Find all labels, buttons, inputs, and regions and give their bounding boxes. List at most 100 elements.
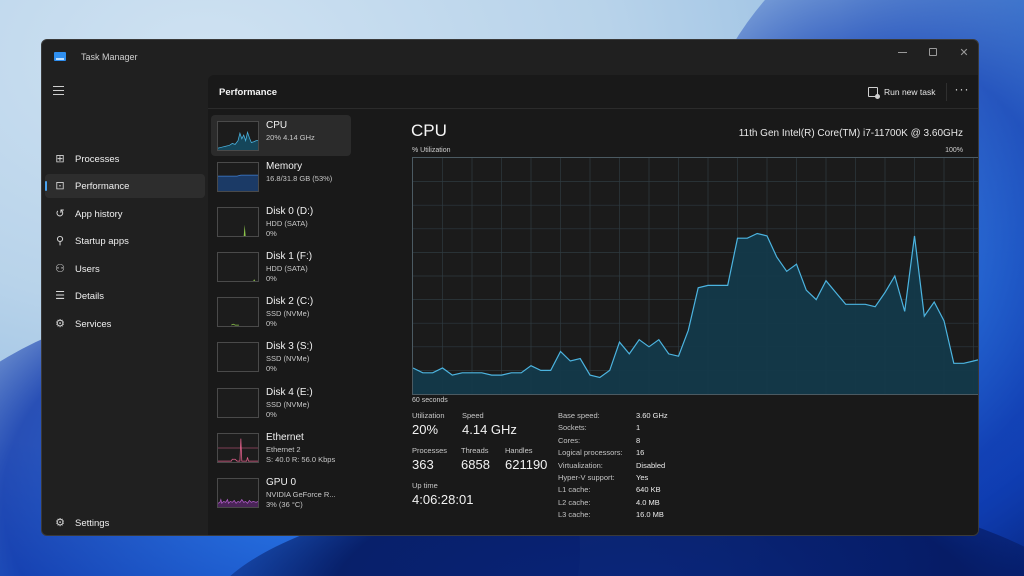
- cpu-thumbnail-graph: [217, 121, 259, 151]
- sidebar-item-label: Performance: [75, 180, 130, 192]
- maximize-button[interactable]: [918, 43, 948, 61]
- sidebar-item-details[interactable]: ☰ Details: [45, 284, 205, 308]
- minimize-button[interactable]: [887, 43, 917, 61]
- device-name: Disk 4 (E:): [266, 387, 313, 398]
- sidebar-item-users[interactable]: ⚇ Users: [45, 257, 205, 281]
- chart-x-left-label: 60 seconds: [412, 397, 448, 404]
- settings-gear-icon: ⚙: [55, 517, 65, 529]
- spec-key: Logical processors:: [558, 448, 623, 458]
- spec-key: L2 cache:: [558, 497, 591, 507]
- spec-row: L3 cache: 16.0 MB: [558, 510, 698, 522]
- detail-title: CPU: [411, 121, 447, 140]
- startup-icon: ⚲: [55, 235, 65, 247]
- sidebar-item-label: Services: [75, 318, 112, 330]
- spec-value: Yes: [636, 473, 649, 482]
- stat-threads: Threads 6858: [461, 446, 490, 472]
- device-subtitle: HDD (SATA): [266, 264, 308, 273]
- window-title: Task Manager: [81, 52, 138, 62]
- device-ethernet[interactable]: Ethernet Ethernet 2 S: 40.0 R: 56.0 Kbps: [211, 427, 351, 468]
- memory-thumbnail-graph: [217, 162, 259, 192]
- spec-row: L1 cache: 640 KB: [558, 485, 698, 497]
- spec-row: Cores: 8: [558, 436, 698, 448]
- stat-label: Up time: [412, 481, 438, 490]
- device-usage: 0%: [266, 319, 277, 328]
- stat-label: Threads: [461, 446, 489, 455]
- sidebar-item-label: Processes: [75, 153, 120, 165]
- device-disk-3[interactable]: Disk 3 (S:) SSD (NVMe) 0%: [211, 336, 351, 377]
- sidebar-item-services[interactable]: ⚙ Services: [45, 312, 205, 336]
- device-name: Disk 1 (F:): [266, 251, 313, 262]
- spec-value: 3.60 GHz: [636, 411, 668, 420]
- sidebar-item-startup-apps[interactable]: ⚲ Startup apps: [45, 229, 205, 253]
- device-subtitle: 16.8/31.8 GB (53%): [266, 174, 333, 183]
- stat-label: Utilization: [412, 411, 445, 420]
- close-button[interactable]: ✕: [949, 43, 978, 61]
- run-new-task-label: Run new task: [884, 87, 936, 97]
- device-subtitle: SSD (NVMe): [266, 309, 310, 318]
- details-list-icon: ☰: [55, 290, 65, 302]
- spec-value: 640 KB: [636, 485, 661, 495]
- users-icon: ⚇: [55, 263, 65, 275]
- sidebar-item-label: Details: [75, 290, 105, 302]
- maximize-icon: [929, 48, 937, 56]
- spec-key: Hyper-V support:: [558, 473, 615, 482]
- device-usage: 3% (36 °C): [266, 500, 303, 509]
- stat-speed: Speed 4.14 GHz: [462, 411, 517, 437]
- device-memory[interactable]: Memory 16.8/31.8 GB (53%): [211, 156, 351, 197]
- device-disk-4[interactable]: Disk 4 (E:) SSD (NVMe) 0%: [211, 382, 351, 423]
- spec-key: Virtualization:: [558, 460, 603, 470]
- device-disk-2[interactable]: Disk 2 (C:) SSD (NVMe) 0%: [211, 291, 351, 332]
- spec-row: Base speed: 3.60 GHz: [558, 411, 698, 423]
- cpu-detail-panel: CPU 11th Gen Intel(R) Core(TM) i7-11700K…: [370, 115, 978, 535]
- more-options-button[interactable]: ···: [954, 82, 970, 96]
- page-title: Performance: [219, 87, 278, 98]
- device-cpu[interactable]: CPU 20% 4.14 GHz: [211, 115, 351, 156]
- device-usage: 0%: [266, 274, 277, 283]
- spec-key: L3 cache:: [558, 510, 591, 520]
- device-usage: 0%: [266, 229, 277, 238]
- settings-label: Settings: [75, 517, 110, 529]
- device-subtitle: Ethernet 2: [266, 445, 301, 454]
- device-name: GPU 0: [266, 477, 297, 488]
- hamburger-menu-icon[interactable]: [53, 86, 64, 95]
- device-name: Disk 2 (C:): [266, 296, 314, 307]
- run-task-icon: [868, 87, 880, 99]
- services-icon: ⚙: [55, 318, 65, 330]
- sidebar-item-label: App history: [75, 208, 123, 220]
- spec-row: Logical processors: 16: [558, 448, 698, 460]
- device-disk-1[interactable]: Disk 1 (F:) HDD (SATA) 0%: [211, 246, 351, 287]
- stat-value: 20%: [412, 422, 439, 437]
- spec-row: Virtualization: Disabled: [558, 461, 698, 473]
- device-subtitle: SSD (NVMe): [266, 354, 310, 363]
- stat-value: 4.14 GHz: [462, 422, 517, 437]
- settings-button[interactable]: ⚙ Settings: [45, 511, 205, 535]
- sidebar-item-processes[interactable]: ⊞ Processes: [45, 147, 205, 171]
- device-gpu-0[interactable]: GPU 0 NVIDIA GeForce R... 3% (36 °C): [211, 472, 351, 513]
- performance-icon: ⊡: [55, 180, 65, 192]
- stat-label: Speed: [462, 411, 484, 420]
- disk-0-thumbnail-graph: [217, 207, 259, 237]
- sidebar-item-performance[interactable]: ⊡ Performance: [45, 174, 205, 198]
- stat-handles: Handles 621190: [505, 446, 547, 472]
- minimize-icon: [897, 51, 907, 53]
- device-subtitle: HDD (SATA): [266, 219, 308, 228]
- task-manager-window: Task Manager ✕ ⊞ Processes ⊡ Performance…: [41, 39, 979, 536]
- run-new-task-button[interactable]: Run new task: [868, 84, 936, 100]
- sidebar-item-app-history[interactable]: ↺ App history: [45, 202, 205, 226]
- title-bar[interactable]: Task Manager ✕: [42, 40, 978, 74]
- spec-value: 1: [636, 423, 641, 433]
- stat-value: 4:06:28:01: [412, 492, 474, 507]
- spec-row: Hyper-V support: Yes: [558, 473, 698, 485]
- disk-3-thumbnail-graph: [217, 342, 259, 372]
- spec-value: 4.0 MB: [636, 497, 660, 507]
- device-disk-0[interactable]: Disk 0 (D:) HDD (SATA) 0%: [211, 201, 351, 242]
- device-name: Ethernet: [266, 432, 304, 443]
- spec-key: Cores:: [558, 435, 581, 445]
- spec-key: Sockets:: [558, 423, 587, 433]
- spec-key: Base speed:: [558, 411, 600, 420]
- header-divider: [946, 83, 947, 101]
- spec-key: L1 cache:: [558, 485, 591, 495]
- spec-row: Sockets: 1: [558, 423, 698, 435]
- cpu-utilization-chart: [412, 157, 978, 395]
- spec-row: L2 cache: 4.0 MB: [558, 498, 698, 510]
